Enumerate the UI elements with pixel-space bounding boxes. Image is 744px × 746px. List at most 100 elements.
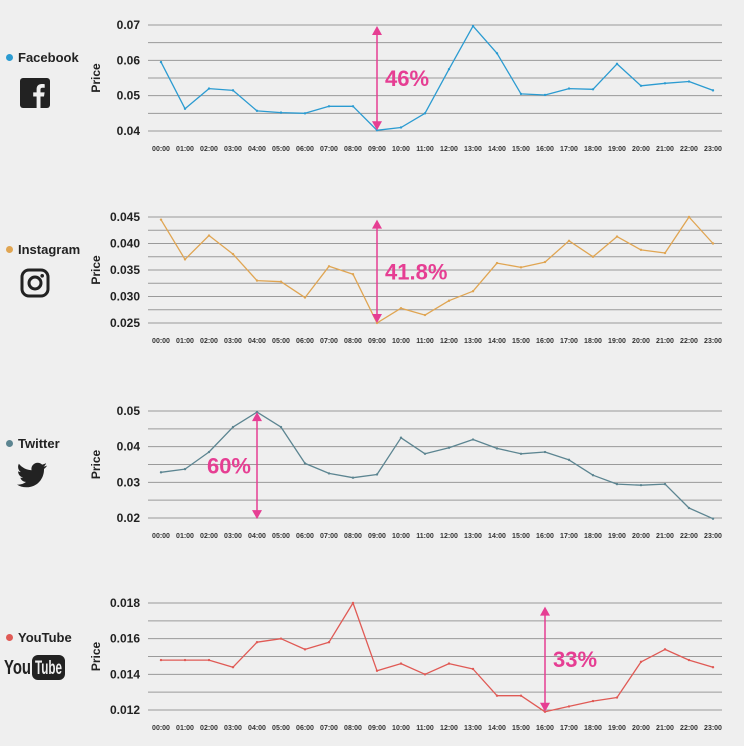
data-point bbox=[591, 474, 595, 477]
x-tick-label: 18:00 bbox=[584, 533, 602, 540]
arrow-head-up bbox=[540, 606, 550, 616]
series-line-instagram bbox=[160, 216, 714, 324]
x-tick-label: 13:00 bbox=[464, 338, 482, 345]
data-point bbox=[543, 260, 547, 264]
data-point bbox=[495, 694, 499, 697]
gridlines bbox=[148, 24, 722, 132]
y-tick-label: 0.025 bbox=[110, 316, 140, 330]
data-point bbox=[567, 239, 571, 243]
x-tick-label: 01:00 bbox=[176, 146, 194, 153]
y-tick-label: 0.05 bbox=[117, 404, 141, 418]
x-tick-label: 23:00 bbox=[704, 338, 722, 345]
data-point bbox=[423, 452, 427, 455]
x-tick-label: 12:00 bbox=[440, 338, 458, 345]
gridlines bbox=[148, 216, 722, 324]
data-point bbox=[711, 242, 715, 245]
data-point bbox=[183, 258, 187, 261]
x-tick-label: 03:00 bbox=[224, 533, 242, 540]
data-point bbox=[591, 699, 595, 703]
x-tick-label: 10:00 bbox=[392, 533, 410, 540]
x-tick-label: 20:00 bbox=[632, 725, 650, 732]
x-tick-label: 13:00 bbox=[464, 533, 482, 540]
x-tick-label: 03:00 bbox=[224, 725, 242, 732]
platform-label-instagram: Instagram bbox=[18, 242, 81, 257]
data-point bbox=[471, 667, 475, 671]
x-tick-label: 20:00 bbox=[632, 146, 650, 153]
percent-change-label: 41.8% bbox=[385, 259, 447, 284]
y-tick-label: 0.04 bbox=[117, 124, 141, 138]
change-annotation: 33% bbox=[540, 606, 597, 712]
data-point bbox=[471, 290, 475, 293]
platform-youtube: YouTube You Tube bbox=[4, 630, 86, 680]
data-point bbox=[159, 60, 163, 64]
data-point bbox=[399, 436, 403, 439]
x-tick-label: 03:00 bbox=[224, 338, 242, 345]
data-point bbox=[543, 93, 547, 97]
x-tick-label: 06:00 bbox=[296, 338, 314, 345]
data-point bbox=[663, 482, 667, 486]
data-point bbox=[375, 473, 379, 476]
data-point bbox=[255, 641, 259, 644]
x-tick-label: 19:00 bbox=[608, 146, 626, 153]
x-tick-label: 21:00 bbox=[656, 725, 674, 732]
x-tick-label: 21:00 bbox=[656, 338, 674, 345]
y-axis-label: Price bbox=[89, 449, 103, 479]
data-point bbox=[615, 696, 619, 699]
series-line-twitter bbox=[160, 411, 714, 520]
data-point bbox=[327, 641, 331, 644]
x-tick-label: 10:00 bbox=[392, 146, 410, 153]
data-point bbox=[591, 88, 595, 91]
y-tick-label: 0.040 bbox=[110, 237, 140, 251]
y-axis-label: Price bbox=[89, 63, 103, 93]
chart-instagram: 0.045 0.040 0.035 0.030 0.025 Price 00:00 01:00… bbox=[89, 210, 722, 345]
data-point bbox=[711, 517, 715, 520]
x-tick-label: 10:00 bbox=[392, 725, 410, 732]
data-point bbox=[639, 660, 643, 664]
x-tick-label: 08:00 bbox=[344, 725, 362, 732]
x-tick-label: 16:00 bbox=[536, 533, 554, 540]
data-point bbox=[663, 251, 667, 255]
data-point bbox=[639, 84, 643, 87]
x-tick-label: 22:00 bbox=[680, 146, 698, 153]
x-tick-label: 02:00 bbox=[200, 533, 218, 540]
x-tick-label: 00:00 bbox=[152, 533, 170, 540]
y-tick-label: 0.016 bbox=[110, 632, 140, 646]
data-point bbox=[279, 111, 283, 114]
change-annotation: 60% bbox=[207, 412, 262, 520]
youtube-icon: You Tube bbox=[4, 655, 65, 680]
x-tick-label: 16:00 bbox=[536, 338, 554, 345]
x-tick-label: 16:00 bbox=[536, 725, 554, 732]
gridlines bbox=[148, 602, 722, 711]
data-point bbox=[471, 438, 475, 441]
x-tick-label: 23:00 bbox=[704, 146, 722, 153]
data-point bbox=[303, 648, 307, 651]
x-tick-label: 19:00 bbox=[608, 533, 626, 540]
x-tick-label: 13:00 bbox=[464, 146, 482, 153]
x-tick-label: 10:00 bbox=[392, 338, 410, 345]
data-point bbox=[327, 472, 331, 475]
data-point bbox=[495, 447, 499, 450]
arrow-head-down bbox=[372, 314, 382, 323]
percent-change-label: 60% bbox=[207, 454, 251, 479]
data-point bbox=[639, 248, 643, 252]
x-tick-label: 15:00 bbox=[512, 725, 530, 732]
series-line-facebook bbox=[160, 25, 714, 131]
x-tick-label: 06:00 bbox=[296, 725, 314, 732]
x-tick-label: 20:00 bbox=[632, 338, 650, 345]
data-point bbox=[615, 482, 619, 486]
data-point bbox=[567, 458, 571, 462]
data-point bbox=[303, 296, 307, 299]
data-point bbox=[519, 452, 523, 455]
data-point bbox=[711, 89, 715, 92]
x-tick-label: 17:00 bbox=[560, 146, 578, 153]
data-point bbox=[543, 450, 547, 454]
arrow-head-up bbox=[252, 412, 262, 422]
data-point bbox=[495, 52, 499, 55]
y-axis-label: Price bbox=[89, 641, 103, 671]
x-tick-label: 02:00 bbox=[200, 338, 218, 345]
x-tick-label: 01:00 bbox=[176, 533, 194, 540]
data-point bbox=[207, 658, 211, 662]
twitter-icon bbox=[16, 462, 47, 488]
data-point bbox=[207, 87, 211, 90]
x-tick-label: 03:00 bbox=[224, 146, 242, 153]
